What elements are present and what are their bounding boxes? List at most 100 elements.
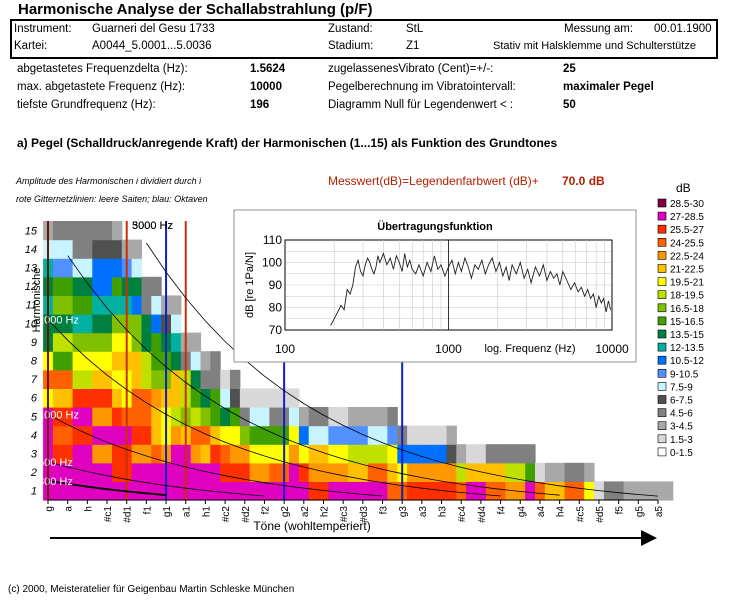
- heatmap-cell: [82, 481, 93, 501]
- y-tick-label: 13: [25, 263, 38, 275]
- heatmap-cell: [407, 425, 418, 445]
- heatmap-cell: [220, 481, 231, 501]
- inset-y-axis-label: dB [re 1Pa/N]: [244, 252, 256, 318]
- stadium-label: Stadium:: [328, 40, 374, 52]
- heatmap-cell: [367, 462, 379, 482]
- heatmap-cell: [52, 388, 64, 408]
- heatmap-cell: [141, 332, 152, 352]
- heatmap-cell: [82, 221, 93, 241]
- heatmap-cell: [72, 481, 83, 501]
- x-tick-label: a5: [654, 506, 665, 518]
- heatmap-cell: [82, 462, 93, 482]
- x-tick-label: #c1: [103, 506, 114, 523]
- heatmap-cell: [495, 462, 507, 482]
- heatmap-cell: [82, 332, 93, 352]
- heatmap-cell: [446, 425, 457, 445]
- heatmap-cell: [92, 444, 103, 464]
- heatmap-cell: [82, 276, 93, 296]
- heatmap-cell: [289, 388, 300, 408]
- heatmap-cell: [131, 314, 142, 334]
- heatmap-cell: [554, 481, 566, 501]
- x-tick-label: h: [83, 506, 94, 512]
- heatmap-cell: [210, 388, 221, 408]
- heatmap-cell: [289, 462, 300, 482]
- heatmap-cell: [52, 351, 64, 371]
- heatmap-cell: [72, 314, 83, 334]
- heatmap-cell: [348, 462, 359, 482]
- inset-title: Übertragungsfunktion: [377, 220, 493, 233]
- legend-item-label: 16.5-18: [670, 304, 704, 315]
- heatmap-cell: [62, 351, 74, 371]
- instrument-value: Guarneri del Gesu 1733: [92, 23, 215, 35]
- vibrato-value: 25: [563, 63, 576, 75]
- legend-swatch: [657, 342, 667, 352]
- x-tick-label: #d5: [595, 506, 606, 523]
- heatmap-cell: [210, 444, 221, 464]
- messwert-label: Messwert(dB)=Legendenfarbwert (dB)+: [328, 174, 539, 188]
- kartei-value: A0044_5.0001...5.0036: [92, 40, 212, 52]
- y-tick-label: 6: [31, 393, 38, 405]
- legend-swatch: [657, 290, 667, 300]
- heatmap-cell: [171, 369, 182, 389]
- transfer-function-inset: Übertragungsfunktion 70 80 90 100 110 100 1000 1…: [233, 209, 637, 363]
- heatmap-cell: [348, 444, 359, 464]
- heatmap-cell: [348, 481, 359, 501]
- heatmap-cell: [171, 407, 182, 427]
- heatmap-cell: [171, 295, 182, 315]
- heatmap-cell: [200, 407, 211, 427]
- legend-item-label: 21-22.5: [670, 265, 704, 276]
- heatmap-cell: [308, 425, 320, 445]
- heatmap-cell: [72, 388, 83, 408]
- x-axis: g a h #c1 #d1 f1 g1 a1 h1 #c2 #d2 f2 g2 a2 h2 #c3 #d3 f3 g…: [44, 499, 665, 523]
- heatmap-cell: [269, 425, 280, 445]
- heatmap-cell: [544, 462, 556, 482]
- heatmap-cell: [112, 388, 123, 408]
- heatmap-cell: [239, 388, 251, 408]
- heatmap-cell: [92, 239, 103, 259]
- heatmap-cell: [141, 462, 152, 482]
- heatmap-cell: [72, 351, 83, 371]
- legend-item-label: 13.5-15: [670, 330, 704, 341]
- heatmap-cell: [662, 481, 674, 501]
- heatmap-cell: [259, 462, 270, 482]
- heatmap-cell: [131, 481, 142, 501]
- heatmap-cell: [574, 481, 585, 501]
- heatmap-cell: [112, 314, 123, 334]
- heatmap-cell: [259, 444, 270, 464]
- legend-item-label: 12-13.5: [670, 343, 704, 354]
- heatmap-cell: [269, 388, 280, 408]
- x-tick-label: a1: [182, 506, 193, 518]
- heatmap-cell: [131, 369, 142, 389]
- heatmap-cell: [505, 481, 516, 501]
- heatmap-cell: [200, 444, 211, 464]
- legend-item-label: 6-7.5: [670, 396, 693, 407]
- heatmap-cell: [210, 425, 221, 445]
- heatmap-cell: [112, 369, 123, 389]
- heatmap-cell: [102, 444, 113, 464]
- heatmap-cell: [318, 407, 329, 427]
- heatmap-cell: [289, 444, 300, 464]
- heatmap-cell: [52, 332, 64, 352]
- heatmap-cell: [348, 407, 359, 427]
- heatmap-cell: [131, 295, 142, 315]
- heatmap-cell: [112, 239, 123, 259]
- y-tick-label: 10: [25, 318, 38, 330]
- heatmap-cell: [151, 462, 162, 482]
- heatmap-cell: [230, 444, 241, 464]
- heatmap-cell: [92, 369, 103, 389]
- heatmap-cell: [141, 388, 152, 408]
- inset-y-tick: 90: [269, 278, 283, 292]
- heatmap-cell: [82, 295, 93, 315]
- legend-item-label: 15-16.5: [670, 317, 704, 328]
- heatmap-cell: [446, 481, 457, 501]
- frequency-annotation-label: 500 Hz: [38, 457, 73, 469]
- heatmap-cell: [387, 425, 398, 445]
- heatmap-cell: [151, 295, 162, 315]
- heatmap-cell: [52, 276, 64, 296]
- heatmap-cell: [62, 425, 74, 445]
- heatmap-cell: [456, 444, 467, 464]
- heatmap-cell: [436, 425, 447, 445]
- heatmap-cell: [456, 462, 467, 482]
- legend-item-label: 27-28.5: [670, 212, 704, 223]
- footer-copyright: (c) 2000, Meisteratelier für Geigenbau M…: [8, 584, 295, 595]
